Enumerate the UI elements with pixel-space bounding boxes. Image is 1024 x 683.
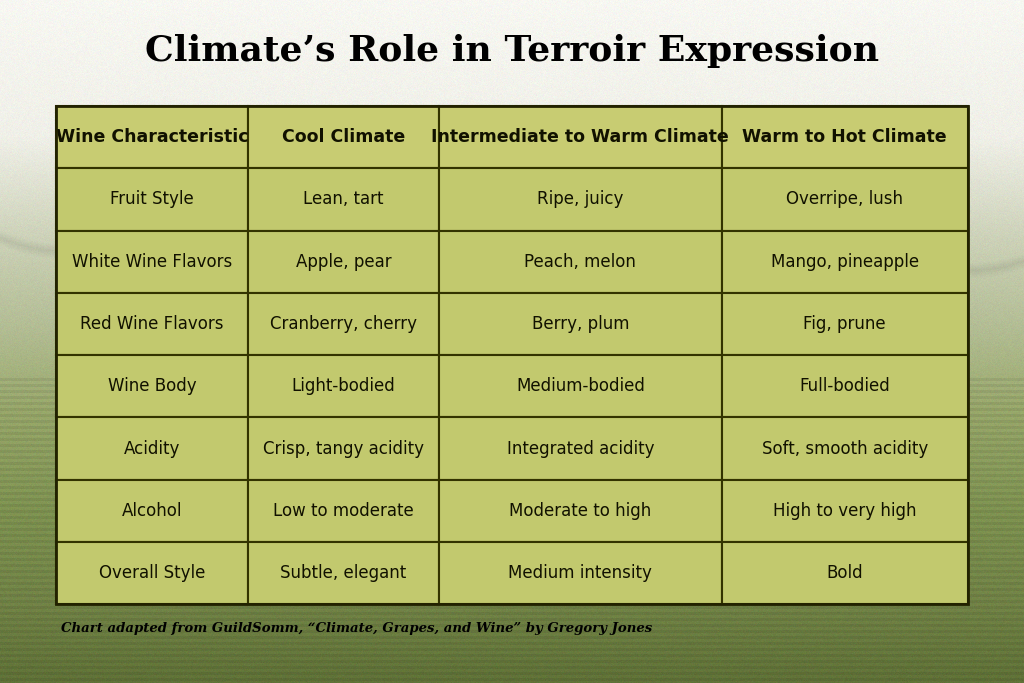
Text: Wine Body: Wine Body	[108, 377, 197, 395]
Text: Lean, tart: Lean, tart	[303, 191, 384, 208]
FancyBboxPatch shape	[248, 542, 439, 604]
FancyBboxPatch shape	[439, 542, 722, 604]
Text: Low to moderate: Low to moderate	[273, 502, 414, 520]
Text: Intermediate to Warm Climate: Intermediate to Warm Climate	[431, 128, 729, 146]
FancyBboxPatch shape	[56, 168, 248, 231]
FancyBboxPatch shape	[722, 168, 968, 231]
Text: Ripe, juicy: Ripe, juicy	[538, 191, 624, 208]
Text: Moderate to high: Moderate to high	[509, 502, 651, 520]
FancyBboxPatch shape	[722, 417, 968, 479]
FancyBboxPatch shape	[439, 293, 722, 355]
FancyBboxPatch shape	[56, 417, 248, 479]
Text: Cranberry, cherry: Cranberry, cherry	[270, 315, 417, 333]
FancyBboxPatch shape	[56, 231, 248, 293]
Text: Mango, pineapple: Mango, pineapple	[771, 253, 919, 270]
Text: Overall Style: Overall Style	[99, 564, 205, 583]
FancyBboxPatch shape	[439, 106, 722, 168]
Text: Climate’s Role in Terroir Expression: Climate’s Role in Terroir Expression	[145, 34, 879, 68]
FancyBboxPatch shape	[722, 479, 968, 542]
Text: Subtle, elegant: Subtle, elegant	[281, 564, 407, 583]
Text: Berry, plum: Berry, plum	[531, 315, 629, 333]
Text: Acidity: Acidity	[124, 440, 180, 458]
FancyBboxPatch shape	[56, 293, 248, 355]
FancyBboxPatch shape	[722, 542, 968, 604]
FancyBboxPatch shape	[248, 168, 439, 231]
FancyBboxPatch shape	[248, 106, 439, 168]
FancyBboxPatch shape	[56, 106, 248, 168]
Text: Integrated acidity: Integrated acidity	[507, 440, 654, 458]
Text: Peach, melon: Peach, melon	[524, 253, 636, 270]
Text: Alcohol: Alcohol	[122, 502, 182, 520]
Text: Overripe, lush: Overripe, lush	[786, 191, 903, 208]
Text: Bold: Bold	[826, 564, 863, 583]
FancyBboxPatch shape	[248, 417, 439, 479]
FancyBboxPatch shape	[439, 479, 722, 542]
FancyBboxPatch shape	[439, 168, 722, 231]
FancyBboxPatch shape	[439, 231, 722, 293]
FancyBboxPatch shape	[722, 355, 968, 417]
FancyBboxPatch shape	[722, 293, 968, 355]
FancyBboxPatch shape	[248, 231, 439, 293]
Text: Red Wine Flavors: Red Wine Flavors	[80, 315, 224, 333]
FancyBboxPatch shape	[439, 417, 722, 479]
FancyBboxPatch shape	[439, 355, 722, 417]
Text: Apple, pear: Apple, pear	[296, 253, 391, 270]
FancyBboxPatch shape	[248, 355, 439, 417]
Text: Light-bodied: Light-bodied	[292, 377, 395, 395]
Text: High to very high: High to very high	[773, 502, 916, 520]
Text: Cool Climate: Cool Climate	[282, 128, 406, 146]
FancyBboxPatch shape	[56, 479, 248, 542]
FancyBboxPatch shape	[248, 479, 439, 542]
FancyBboxPatch shape	[722, 106, 968, 168]
Text: Fig, prune: Fig, prune	[804, 315, 886, 333]
Text: Medium-bodied: Medium-bodied	[516, 377, 645, 395]
Text: Medium intensity: Medium intensity	[508, 564, 652, 583]
Text: Wine Characteristic: Wine Characteristic	[55, 128, 248, 146]
Text: Soft, smooth acidity: Soft, smooth acidity	[762, 440, 928, 458]
Text: White Wine Flavors: White Wine Flavors	[72, 253, 232, 270]
FancyBboxPatch shape	[722, 231, 968, 293]
Text: Full-bodied: Full-bodied	[800, 377, 890, 395]
FancyBboxPatch shape	[56, 542, 248, 604]
FancyBboxPatch shape	[56, 355, 248, 417]
Text: Fruit Style: Fruit Style	[111, 191, 194, 208]
Text: Chart adapted from GuildSomm, “Climate, Grapes, and Wine” by Gregory Jones: Chart adapted from GuildSomm, “Climate, …	[61, 622, 652, 635]
Text: Crisp, tangy acidity: Crisp, tangy acidity	[263, 440, 424, 458]
Text: Warm to Hot Climate: Warm to Hot Climate	[742, 128, 947, 146]
FancyBboxPatch shape	[248, 293, 439, 355]
